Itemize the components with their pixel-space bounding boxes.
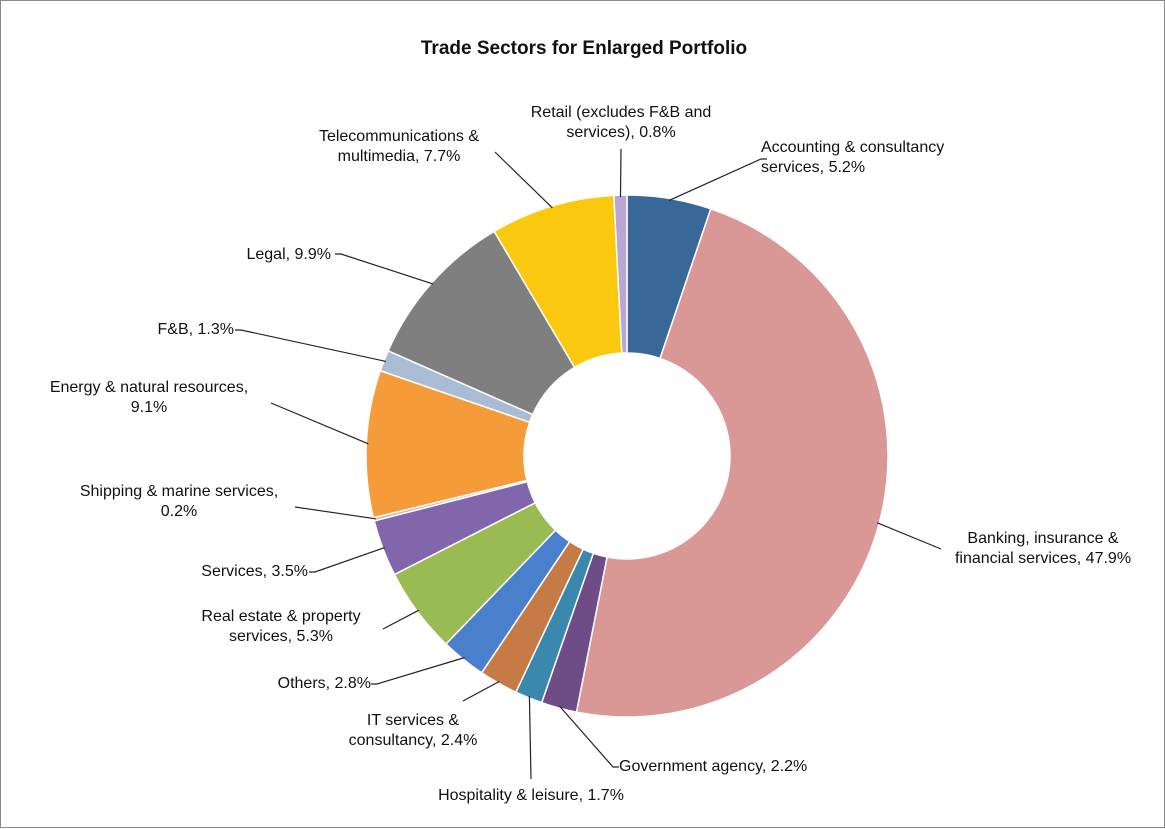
leader-line bbox=[494, 151, 553, 209]
slice-label: Energy & natural resources, 9.1% bbox=[50, 379, 248, 416]
slice-label: Hospitality & leisure, 1.7% bbox=[438, 787, 624, 804]
leader-line bbox=[528, 695, 532, 780]
slice-label: Others, 2.8% bbox=[278, 675, 371, 692]
leader-line bbox=[382, 609, 420, 630]
leader-line bbox=[558, 705, 619, 768]
slice-label: F&B, 1.3% bbox=[158, 321, 234, 338]
leader-line bbox=[619, 148, 622, 198]
slice-label: Telecommunications & multimedia, 7.7% bbox=[319, 128, 479, 165]
leader-line bbox=[877, 522, 942, 550]
slice-legal bbox=[387, 230, 576, 416]
slice-label: Banking, insurance & financial services, … bbox=[955, 530, 1131, 567]
slice-label: Legal, 9.9% bbox=[246, 246, 331, 263]
slice-label: Accounting & consultancy services, 5.2% bbox=[761, 139, 944, 176]
leader-line bbox=[462, 680, 500, 702]
slice-label: Retail (excludes F&B and services), 0.8% bbox=[531, 104, 712, 141]
leader-line bbox=[371, 657, 465, 685]
leader-lines bbox=[235, 148, 942, 780]
slice-labels: Accounting & consultancy services, 5.2% Ba… bbox=[50, 104, 1131, 804]
donut-slices bbox=[365, 194, 889, 718]
chart-title: Trade Sectors for Enlarged Portfolio bbox=[421, 38, 747, 59]
leader-line bbox=[294, 506, 376, 520]
slice-label: IT services & consultancy, 2.4% bbox=[349, 712, 478, 749]
slice-banking-insurance-financial-services bbox=[575, 207, 889, 718]
slice-label: Real estate & property services, 5.3% bbox=[201, 608, 360, 645]
slice-label: Services, 3.5% bbox=[201, 563, 308, 580]
leader-line bbox=[235, 329, 387, 362]
slice-label: Government agency, 2.2% bbox=[619, 758, 807, 775]
leader-line bbox=[668, 158, 767, 201]
slice-energy-natural-resources bbox=[365, 369, 531, 519]
leader-line bbox=[309, 546, 385, 573]
slice-label: Shipping & marine services, 0.2% bbox=[80, 483, 278, 520]
leader-line bbox=[335, 253, 434, 285]
slice-retail-excludes-f-b-and-services bbox=[613, 194, 628, 354]
leader-line bbox=[270, 402, 369, 445]
